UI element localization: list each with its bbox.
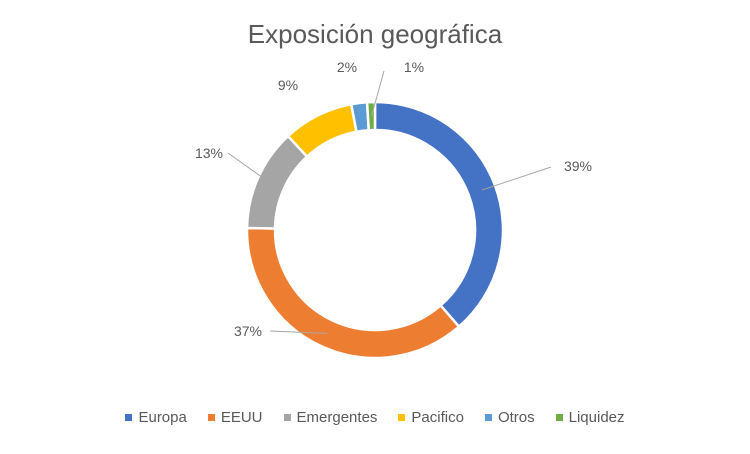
leader-line-eeuu (269, 330, 327, 334)
data-label-eeuu: 37% (234, 323, 262, 339)
legend-swatch-eeuu (207, 414, 215, 421)
data-label-emergentes: 13% (195, 145, 223, 161)
legend-swatch-europa (125, 414, 133, 421)
legend-label-liquidez: Liquidez (568, 409, 625, 426)
legend-swatch-emergentes (283, 414, 291, 421)
leader-line-europa (481, 166, 552, 191)
legend-label-otros: Otros (497, 409, 535, 426)
legend-swatch-liquidez (555, 414, 563, 421)
legend-swatch-pacifico (398, 414, 406, 421)
legend-item-europa: Europa (125, 409, 187, 426)
slice-eeuu (245, 226, 461, 360)
legend-item-pacifico: Pacifico (398, 409, 464, 426)
legend-label-pacifico: Pacifico (411, 409, 464, 426)
legend-label-europa: Europa (138, 409, 187, 426)
data-label-otros: 2% (337, 59, 357, 75)
chart-legend: Europa EEUU Emergentes Pacifico Otros Liquide… (0, 409, 750, 426)
leader-line-emergentes (227, 152, 272, 184)
legend-item-emergentes: Emergentes (283, 409, 378, 426)
legend-label-eeuu: EEUU (220, 409, 263, 426)
slice-europa (373, 100, 505, 329)
data-label-europa: 39% (564, 158, 592, 174)
leader-line-liquidez (370, 70, 385, 117)
slice-pacifico (286, 102, 358, 159)
legend-swatch-otros (484, 414, 492, 421)
chart-title: Exposición geográfica (247, 19, 503, 49)
data-label-pacifico: 9% (278, 77, 298, 93)
legend-item-liquidez: Liquidez (555, 409, 625, 426)
data-label-liquidez: 1% (404, 59, 424, 75)
legend-item-otros: Otros (484, 409, 535, 426)
legend-label-emergentes: Emergentes (296, 409, 378, 426)
legend-item-eeuu: EEUU (207, 409, 263, 426)
slice-emergentes (245, 134, 309, 230)
